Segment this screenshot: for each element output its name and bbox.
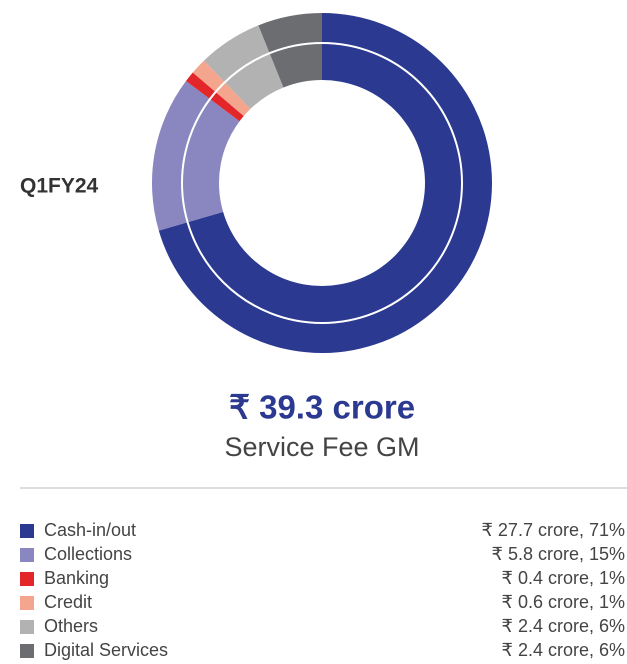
legend-swatch	[20, 524, 34, 538]
legend-swatch	[20, 620, 34, 634]
legend-label: Others	[44, 616, 98, 636]
chart-subtitle: Service Fee GM	[224, 432, 419, 462]
legend-value: ₹ 2.4 crore, 6%	[501, 616, 625, 636]
legend-label: Credit	[44, 592, 92, 612]
legend-value: ₹ 0.4 crore, 1%	[501, 568, 625, 588]
donut-segment	[258, 13, 322, 88]
donut-segment	[152, 80, 240, 231]
legend-value: ₹ 2.4 crore, 6%	[501, 640, 625, 660]
legend-label: Collections	[44, 544, 132, 564]
period-label: Q1FY24	[20, 175, 99, 198]
legend-swatch	[20, 548, 34, 562]
chart-title: ₹ 39.3 crore	[229, 389, 415, 426]
legend-label: Digital Services	[44, 640, 168, 660]
legend-value: ₹ 5.8 crore, 15%	[491, 544, 625, 564]
donut-segment	[186, 72, 244, 122]
legend-value: ₹ 0.6 crore, 1%	[501, 592, 625, 612]
legend-label: Cash-in/out	[44, 520, 136, 540]
legend-value: ₹ 27.7 crore, 71%	[481, 520, 625, 540]
legend-label: Banking	[44, 568, 109, 588]
legend-swatch	[20, 572, 34, 586]
donut-segment	[158, 13, 493, 354]
legend-swatch	[20, 644, 34, 658]
inner-ring	[181, 42, 463, 324]
legend-swatch	[20, 596, 34, 610]
donut-segment	[192, 60, 251, 117]
